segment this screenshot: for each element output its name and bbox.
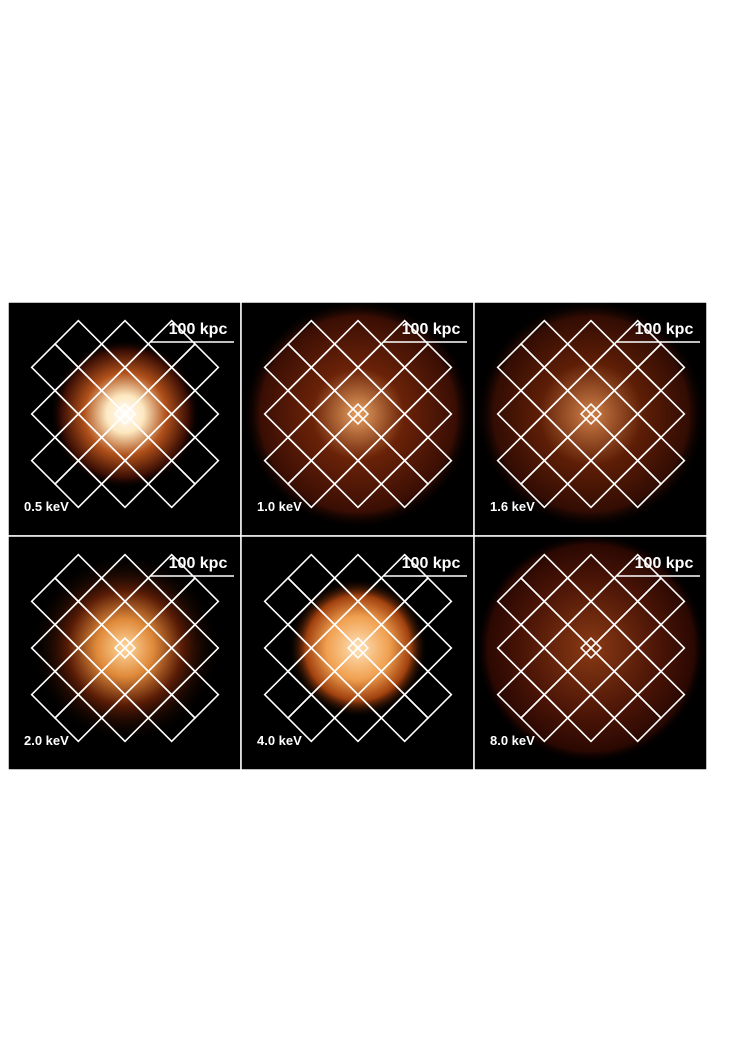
- region: [519, 459, 569, 509]
- region: [380, 459, 430, 509]
- scale-bar-label: 100 kpc: [169, 555, 228, 572]
- panel: 100 kpc 8.0 keV: [474, 536, 707, 770]
- panel: 100 kpc 1.0 keV: [241, 302, 474, 536]
- region: [147, 693, 197, 743]
- region: [53, 459, 103, 509]
- region: [147, 459, 197, 509]
- region: [566, 459, 616, 509]
- region: [333, 459, 383, 509]
- region: [100, 693, 150, 743]
- region-grid: [263, 553, 453, 743]
- region: [286, 459, 336, 509]
- energy-label: 1.6 keV: [490, 499, 535, 514]
- scale-bar-label: 100 kpc: [169, 321, 228, 338]
- region-grid: [496, 553, 686, 743]
- scale-bar-label: 100 kpc: [635, 555, 694, 572]
- region: [380, 693, 430, 743]
- scale-bar-label: 100 kpc: [402, 555, 461, 572]
- energy-label: 8.0 keV: [490, 733, 535, 748]
- energy-label: 1.0 keV: [257, 499, 302, 514]
- region-grid: [30, 553, 220, 743]
- region-grid: [30, 319, 220, 509]
- central-region: [113, 402, 137, 426]
- panel: 100 kpc 2.0 keV: [8, 536, 241, 770]
- central-region: [346, 636, 370, 660]
- energy-label: 2.0 keV: [24, 733, 69, 748]
- energy-label: 4.0 keV: [257, 733, 302, 748]
- panel: 100 kpc 1.6 keV: [474, 302, 707, 536]
- region: [613, 459, 663, 509]
- central-region: [579, 636, 603, 660]
- central-region: [113, 636, 137, 660]
- region-grid: [496, 319, 686, 509]
- region: [53, 693, 103, 743]
- panel: 100 kpc 4.0 keV: [241, 536, 474, 770]
- region: [333, 693, 383, 743]
- region-grid: [263, 319, 453, 509]
- scale-bar-label: 100 kpc: [402, 321, 461, 338]
- panel: 100 kpc 0.5 keV: [8, 302, 241, 536]
- scale-bar-label: 100 kpc: [635, 321, 694, 338]
- energy-label: 0.5 keV: [24, 499, 69, 514]
- region: [519, 693, 569, 743]
- region: [566, 693, 616, 743]
- panel-border: [473, 535, 708, 771]
- central-region: [579, 402, 603, 426]
- region: [286, 693, 336, 743]
- central-region: [346, 402, 370, 426]
- region: [613, 693, 663, 743]
- region: [100, 459, 150, 509]
